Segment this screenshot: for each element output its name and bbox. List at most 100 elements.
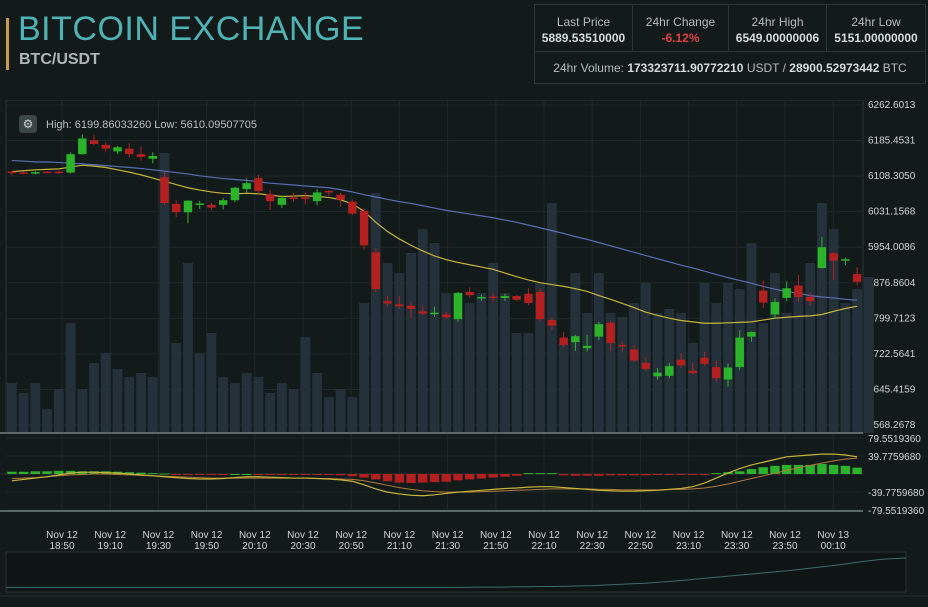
macd-histogram-bar: [195, 474, 205, 475]
candle-body: [324, 190, 334, 193]
price-chart[interactable]: 6262.6013 6185.4531 6108.3050 6031.1568 5954…: [0, 100, 928, 607]
time-tick-day: Nov 12: [46, 530, 78, 541]
volume-bar: [535, 283, 546, 433]
candle-body: [453, 292, 463, 320]
macd-histogram-bar: [558, 474, 569, 476]
candle-body: [852, 273, 862, 282]
candle-body: [218, 200, 228, 205]
price-tick-label: 5568.2678: [868, 420, 916, 431]
candle-body: [841, 259, 850, 261]
volume-bar: [335, 389, 346, 433]
macd-histogram-bar: [124, 472, 134, 474]
price-tick-label: 5722.5641: [868, 349, 916, 360]
volume-stat: 24hr Volume: 173323711.90772210 USDT / 2…: [535, 52, 925, 85]
candle-body: [524, 293, 533, 303]
macd-histogram-bar: [664, 474, 674, 475]
change-stat: 24hr Change -6.12%: [633, 5, 729, 51]
macd-histogram-bar: [18, 471, 29, 474]
candle-body: [19, 172, 28, 175]
macd-histogram-bar: [394, 474, 404, 483]
volume-bar: [42, 409, 53, 433]
volume-bar: [406, 253, 416, 433]
macd-histogram-bar: [535, 473, 545, 475]
candle-body: [817, 247, 827, 268]
macd-histogram-bar: [406, 474, 416, 484]
price-tick-label: 6031.1568: [868, 207, 916, 218]
candle-body: [230, 187, 240, 201]
time-tick-time: 00:10: [821, 541, 846, 552]
volume-bar: [218, 377, 229, 433]
candle-body: [348, 201, 357, 214]
macd-histogram-bar: [418, 474, 428, 483]
macd-histogram-bar: [805, 464, 815, 474]
volume-bar: [805, 263, 816, 433]
volume-bar: [840, 303, 851, 433]
navigator-series-line: [6, 557, 907, 588]
macd-histogram-bar: [429, 474, 440, 483]
macd-histogram-bar: [617, 474, 628, 476]
macd-tick-label: -39.7759680: [868, 488, 925, 499]
macd-histogram-bar: [594, 474, 604, 476]
navigator-panel: [5, 551, 907, 593]
candle-body: [183, 200, 193, 213]
volume-bar: [6, 383, 17, 433]
volume-btc-unit: BTC: [882, 61, 907, 75]
macd-histogram-bar: [582, 474, 592, 476]
price-tick-label: 6185.4531: [868, 136, 916, 147]
volume-bar: [65, 323, 76, 433]
volume-bar: [453, 293, 463, 433]
macd-tick-label: 79.5519360: [868, 434, 921, 445]
macd-histogram-bar: [817, 464, 827, 474]
candle-body: [512, 296, 521, 300]
volume-bar: [124, 377, 135, 433]
volume-bar: [852, 289, 863, 433]
candle-body: [758, 290, 768, 303]
candle-body: [442, 314, 451, 318]
volume-bar: [370, 193, 381, 433]
volume-bar: [476, 293, 487, 433]
candle-body: [148, 155, 157, 159]
macd-histogram-bar: [605, 474, 616, 476]
macd-histogram-bar: [793, 464, 804, 474]
macd-histogram-bar: [511, 474, 522, 476]
volume-bar: [523, 333, 534, 433]
volume-bar: [53, 389, 64, 433]
gear-icon[interactable]: ⚙: [19, 115, 37, 133]
volume-bar: [18, 393, 29, 433]
ma-slow-line: [11, 159, 858, 301]
volume-bar: [593, 273, 604, 433]
time-tick-day: Nov 12: [191, 530, 223, 541]
volume-bar: [676, 313, 686, 433]
volume-bar: [241, 373, 252, 433]
macd-histogram-bar: [465, 474, 475, 480]
candle-body: [653, 372, 662, 377]
volume-bar: [171, 343, 182, 433]
volume-bar: [194, 353, 205, 433]
volume-bar: [629, 303, 640, 433]
candle-body: [665, 366, 674, 376]
macd-histogram-bar: [488, 474, 498, 478]
candle-body: [735, 337, 744, 368]
volume-bar: [687, 343, 698, 433]
macd-histogram-bar: [382, 474, 393, 482]
volume-bar: [276, 383, 287, 433]
volume-bar: [770, 273, 780, 433]
candle-body: [559, 337, 568, 345]
macd-histogram-bar: [230, 474, 240, 475]
time-tick-time: 21:50: [483, 541, 508, 552]
volume-bar: [77, 389, 88, 433]
candle-body: [582, 345, 592, 349]
volume-bar: [511, 333, 522, 433]
candle-body: [418, 311, 427, 314]
price-tick-label: 6262.6013: [868, 100, 916, 111]
candle-body: [676, 359, 686, 366]
volume-bar: [816, 203, 827, 433]
macd-histogram-bar: [241, 474, 252, 475]
macd-histogram-bar: [641, 474, 651, 476]
candle-body: [101, 144, 111, 149]
volume-bar: [183, 263, 193, 433]
candle-body: [829, 253, 838, 261]
volume-bar: [382, 263, 393, 433]
candle-body: [723, 367, 733, 380]
macd-histogram-bar: [42, 471, 52, 474]
